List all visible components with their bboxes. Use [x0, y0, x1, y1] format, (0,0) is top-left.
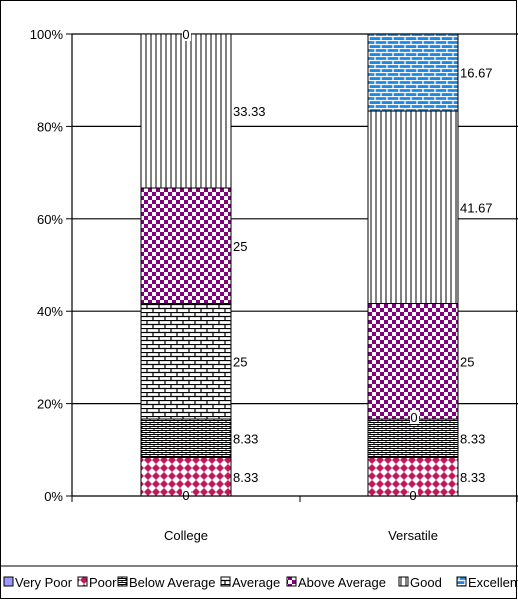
data-label: 8.33 [233, 470, 258, 485]
legend-swatch-very-poor [3, 576, 14, 587]
legend-label-poor: Poor [89, 575, 117, 590]
data-label: 8.33 [460, 470, 485, 485]
legend-label-excellent: Excellent [468, 575, 518, 590]
legend-swatch-excellent [456, 576, 467, 587]
data-label: 0 [410, 410, 417, 425]
bar-segment-versatile-above-average [367, 303, 459, 420]
data-label: 8.33 [460, 431, 485, 446]
data-label: 25 [460, 354, 474, 369]
y-tick-label: 80% [37, 119, 63, 134]
y-tick-label: 40% [37, 304, 63, 319]
x-category-label: Versatile [388, 528, 438, 543]
data-label: 0 [182, 27, 189, 42]
legend-label-below-average: Below Average [129, 575, 216, 590]
y-axis-ticks: 0% 20% 40% 60% 80% 100% [30, 27, 72, 504]
data-label: 16.67 [460, 66, 493, 81]
legend-label-above-average: Above Average [298, 575, 386, 590]
legend-label-average: Average [232, 575, 280, 590]
y-tick-label: 100% [30, 27, 64, 42]
axes [71, 34, 518, 502]
legend-label-good: Good [410, 575, 442, 590]
data-label: 8.33 [233, 431, 258, 446]
y-tick-label: 20% [37, 397, 63, 412]
y-tick-label: 0% [44, 489, 63, 504]
x-axis-categories: College Versatile [164, 528, 438, 543]
x-category-label: College [164, 528, 208, 543]
legend-swatch-good [398, 576, 409, 587]
y-tick-label: 60% [37, 212, 63, 227]
data-label: 25 [233, 354, 247, 369]
data-label-bg [182, 27, 191, 41]
bar-segment-versatile-good [367, 110, 459, 305]
bar-segment-college-average [140, 303, 232, 420]
data-label-bg [182, 488, 191, 502]
bar-segment-college-above-average [140, 187, 232, 305]
data-label-bg [410, 410, 419, 425]
bar-segment-college-good [140, 33, 232, 189]
bar-segment-versatile-excellent [367, 33, 459, 112]
legend-swatch-average [220, 576, 231, 587]
bar-segment-college-below-average [140, 418, 232, 459]
data-label: 41.67 [460, 200, 493, 215]
legend-label-very-poor: Very Poor [15, 575, 73, 590]
bar-segment-versatile-below-average [367, 418, 459, 459]
bars [140, 33, 459, 497]
legend-swatch-above-average [286, 576, 297, 587]
data-label-bg [409, 488, 418, 502]
legend-swatch-below-average [117, 576, 128, 587]
legend-swatch-poor [77, 576, 88, 587]
data-label: 25 [233, 239, 247, 254]
data-label: 33.33 [233, 104, 266, 119]
legend: Very Poor Poor Below Average Average Above A… [0, 565, 518, 590]
